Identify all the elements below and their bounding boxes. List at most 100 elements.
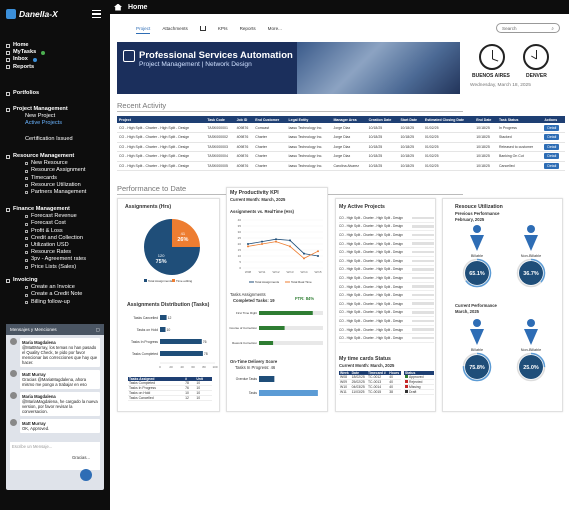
list-item[interactable]: CO - High Split - Charter - High Split -… xyxy=(339,223,434,232)
data-point[interactable] xyxy=(275,240,277,243)
chat-message-input[interactable]: Escribe un Mensaje... xyxy=(10,442,100,470)
nav-item[interactable]: Active Projects xyxy=(25,120,62,127)
nav-portfolios[interactable]: Portfolios xyxy=(6,90,106,97)
list-item[interactable]: CO - High Split - Charter - High Split -… xyxy=(339,309,434,318)
nav-inbox[interactable]: Inbox xyxy=(6,56,106,63)
list-item[interactable]: CO - High Split - Charter - High Split -… xyxy=(339,240,434,249)
bar[interactable] xyxy=(259,390,318,396)
chat-bubble-icon[interactable]: ▢ xyxy=(95,327,100,332)
table-row[interactable]: W11 11/03/25 TC-0015 38 xyxy=(339,389,401,395)
pie-slice[interactable] xyxy=(172,219,200,247)
data-point[interactable] xyxy=(289,239,291,242)
logo[interactable]: Danella-X xyxy=(6,8,58,20)
bar[interactable] xyxy=(160,327,166,332)
gauge[interactable] xyxy=(465,355,489,379)
table-row[interactable]: CO - High Split - Charter - High Split -… xyxy=(117,161,565,171)
list-item[interactable]: CO - High Split - Charter - High Split -… xyxy=(339,300,434,309)
data-point[interactable] xyxy=(247,243,249,245)
tab-kpis[interactable]: KPIs xyxy=(217,26,228,31)
tab-attachments[interactable]: Attachments xyxy=(162,26,188,31)
nav-item[interactable]: Utilization USD xyxy=(6,242,106,249)
nav-item[interactable]: Credit and Collection xyxy=(6,235,106,242)
nav-item[interactable]: Create a Credit Note xyxy=(6,291,106,298)
list-item[interactable]: CO - High Split - Charter - High Split -… xyxy=(339,214,434,223)
list-item[interactable]: CO - High Split - Charter - High Split -… xyxy=(339,248,434,257)
table-row[interactable]: CO - High Split - Charter - High Split -… xyxy=(117,123,565,133)
nav-reports[interactable]: Reports xyxy=(6,64,106,71)
nav-item[interactable]: Create an Invoice xyxy=(6,284,106,291)
list-item[interactable]: CO - High Split - Charter - High Split -… xyxy=(339,266,434,275)
table-row[interactable]: CO - High Split - Charter - High Split -… xyxy=(117,151,565,162)
table-row[interactable]: W09 25/02/25 TC-0013 40 xyxy=(339,379,401,385)
gauge[interactable] xyxy=(465,261,489,285)
nav-item[interactable]: Resource Assignment xyxy=(6,167,106,174)
nav-item[interactable]: Resource Utilization xyxy=(6,182,106,189)
detail-button[interactable]: Detail xyxy=(544,162,560,169)
bar[interactable] xyxy=(259,376,275,382)
bar[interactable] xyxy=(160,339,202,344)
list-item[interactable]: CO - High Split - Charter - High Split -… xyxy=(339,257,434,266)
nav-section[interactable]: Invoicing xyxy=(6,277,106,284)
bar[interactable] xyxy=(259,311,313,315)
table-row[interactable]: CO - High Split - Charter - High Split -… xyxy=(117,132,565,143)
nav-mytasks[interactable]: MyTasks xyxy=(6,49,106,56)
cart-icon[interactable] xyxy=(199,26,206,31)
search-input[interactable]: Search ⌕ xyxy=(496,23,560,33)
gauge[interactable] xyxy=(519,355,543,379)
tab-more[interactable]: More... xyxy=(267,26,282,31)
nav-item[interactable]: 3pv - Agreement rates xyxy=(6,256,106,263)
nav-item[interactable]: Price Lists (Sales) xyxy=(6,264,106,271)
gauge[interactable] xyxy=(519,261,543,285)
data-point[interactable] xyxy=(303,257,305,260)
nav-section[interactable]: Finance Management xyxy=(6,206,106,213)
data-point[interactable] xyxy=(303,252,305,255)
list-item[interactable]: CO - High Split - Charter - High Split -… xyxy=(339,274,434,283)
list-item[interactable]: CO - High Split - Charter - High Split -… xyxy=(339,231,434,240)
nav-item[interactable]: New Project xyxy=(25,113,56,120)
nav-item[interactable]: Forecast Revenue xyxy=(6,213,106,220)
list-item[interactable]: CO - High Split - Charter - High Split -… xyxy=(339,326,434,335)
detail-button[interactable]: Detail xyxy=(544,134,560,141)
home-icon[interactable] xyxy=(114,3,122,11)
nav-item[interactable]: Partners Management xyxy=(6,189,106,196)
tab-reports[interactable]: Reports xyxy=(239,26,256,31)
bar[interactable] xyxy=(259,326,285,330)
table-row[interactable]: W08 18/02/25 TC-0012 40 xyxy=(339,375,401,380)
pie-hrs-label: 120 xyxy=(158,253,165,258)
nav-item[interactable]: New Resource xyxy=(6,160,106,167)
detail-button[interactable]: Detail xyxy=(544,124,560,131)
data-point[interactable] xyxy=(261,243,263,245)
nav-item[interactable]: Billing follow-up xyxy=(6,299,106,306)
data-point[interactable] xyxy=(261,240,263,243)
nav-item[interactable]: Timecards xyxy=(6,175,106,182)
bar-category-label: Tasks In Progress xyxy=(131,340,158,344)
nav-section[interactable]: Project Management xyxy=(6,106,106,113)
list-item[interactable]: CO - High Split - Charter - High Split -… xyxy=(339,334,434,343)
list-item[interactable]: CO - High Split - Charter - High Split -… xyxy=(339,317,434,326)
table-row[interactable]: CO - High Split - Charter - High Split -… xyxy=(117,142,565,152)
data-point[interactable] xyxy=(275,238,277,241)
detail-button[interactable]: Detail xyxy=(544,153,560,160)
bar[interactable] xyxy=(160,315,167,320)
nav-item[interactable]: Resource Rates xyxy=(6,249,106,256)
tab-project[interactable]: Project xyxy=(136,26,151,34)
nav-item[interactable]: Certification Issued xyxy=(25,135,73,142)
column-header: Legal Entity xyxy=(286,116,332,123)
data-point[interactable] xyxy=(247,245,249,248)
status-icon xyxy=(405,390,408,393)
data-point[interactable] xyxy=(317,250,319,253)
nav-item[interactable]: Forecast Cost xyxy=(6,220,106,227)
nav-section[interactable]: Resource Management xyxy=(6,153,106,160)
list-item[interactable]: CO - High Split - Charter - High Split -… xyxy=(339,291,434,300)
send-icon[interactable] xyxy=(80,469,92,481)
nav-home[interactable]: Home xyxy=(6,42,106,49)
data-point[interactable] xyxy=(317,255,319,257)
list-item[interactable]: CO - High Split - Charter - High Split -… xyxy=(339,283,434,292)
table-row[interactable]: W10 04/03/25 TC-0014 40 xyxy=(339,384,401,390)
data-point[interactable] xyxy=(289,245,291,248)
hamburger-menu-icon[interactable] xyxy=(92,10,101,18)
bar[interactable] xyxy=(259,341,274,345)
bar[interactable] xyxy=(160,351,203,356)
detail-button[interactable]: Detail xyxy=(544,143,560,150)
nav-item[interactable]: Profit & Loss xyxy=(6,228,106,235)
